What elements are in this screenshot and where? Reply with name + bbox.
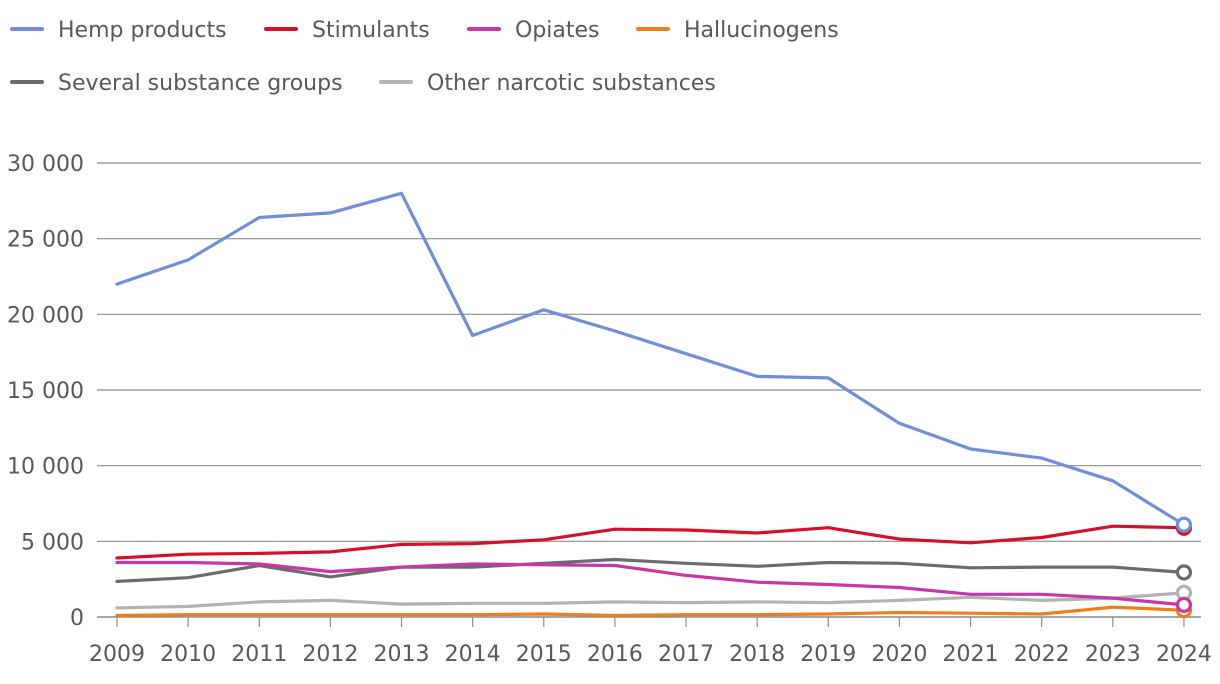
series-line-hemp-products <box>115 191 1186 527</box>
y-tick-label: 15 000 <box>7 379 84 404</box>
legend-label: Other narcotic substances <box>427 71 716 96</box>
legend-label: Stimulants <box>312 18 430 43</box>
legend-item: Other narcotic substances <box>379 71 716 96</box>
legend-label: Hallucinogens <box>684 18 839 43</box>
legend-label: Several substance groups <box>58 71 343 96</box>
end-point-marker <box>1175 564 1193 581</box>
x-tick-label: 2023 <box>1085 642 1141 667</box>
x-tick-label: 2021 <box>943 642 999 667</box>
x-tick-label: 2013 <box>374 642 430 667</box>
grid <box>97 162 1201 618</box>
legend-item: Stimulants <box>264 18 430 43</box>
x-tick-label: 2015 <box>516 642 572 667</box>
x-tick-label: 2014 <box>445 642 501 667</box>
legend-label: Opiates <box>515 18 600 43</box>
x-tick-label: 2019 <box>800 642 856 667</box>
x-tick-label: 2009 <box>89 642 145 667</box>
legend-item: Hallucinogens <box>636 18 839 43</box>
x-tick-label: 2012 <box>302 642 358 667</box>
x-tick-label: 2022 <box>1014 642 1070 667</box>
x-axis: 2009 2010 2011 2012 2013 2014 2015 2016 2017 2018… <box>89 617 1212 667</box>
end-point-marker <box>1175 596 1193 613</box>
series-group <box>115 191 1193 619</box>
x-tick-label: 2024 <box>1156 642 1212 667</box>
series-line-several-substance-groups <box>115 557 1186 584</box>
series-line-opiates <box>115 560 1186 607</box>
series-line-hallucinogens <box>115 605 1186 618</box>
end-point-marker <box>1175 516 1193 533</box>
y-tick-label: 0 <box>70 606 84 631</box>
x-tick-label: 2011 <box>231 642 287 667</box>
legend-item: Several substance groups <box>10 71 343 96</box>
x-tick-label: 2016 <box>587 642 643 667</box>
legend-label: Hemp products <box>58 18 227 43</box>
legend-item: Opiates <box>467 18 600 43</box>
y-tick-label: 25 000 <box>7 228 84 253</box>
y-tick-label: 10 000 <box>7 455 84 480</box>
x-tick-label: 2010 <box>160 642 216 667</box>
series-line-stimulants <box>115 524 1186 560</box>
x-tick-label: 2017 <box>658 642 714 667</box>
y-tick-label: 30 000 <box>7 152 84 177</box>
x-tick-label: 2020 <box>871 642 927 667</box>
legend: Hemp products Stimulants Opiates Hallucinog… <box>10 18 839 96</box>
legend-item: Hemp products <box>10 18 227 43</box>
series-line-other-narcotic-substances <box>115 591 1186 610</box>
y-tick-label: 5 000 <box>21 530 84 555</box>
y-axis: 0 5 000 10 000 15 000 20 000 25 000 30 000 <box>7 152 84 631</box>
x-tick-label: 2018 <box>729 642 785 667</box>
y-tick-label: 20 000 <box>7 303 84 328</box>
